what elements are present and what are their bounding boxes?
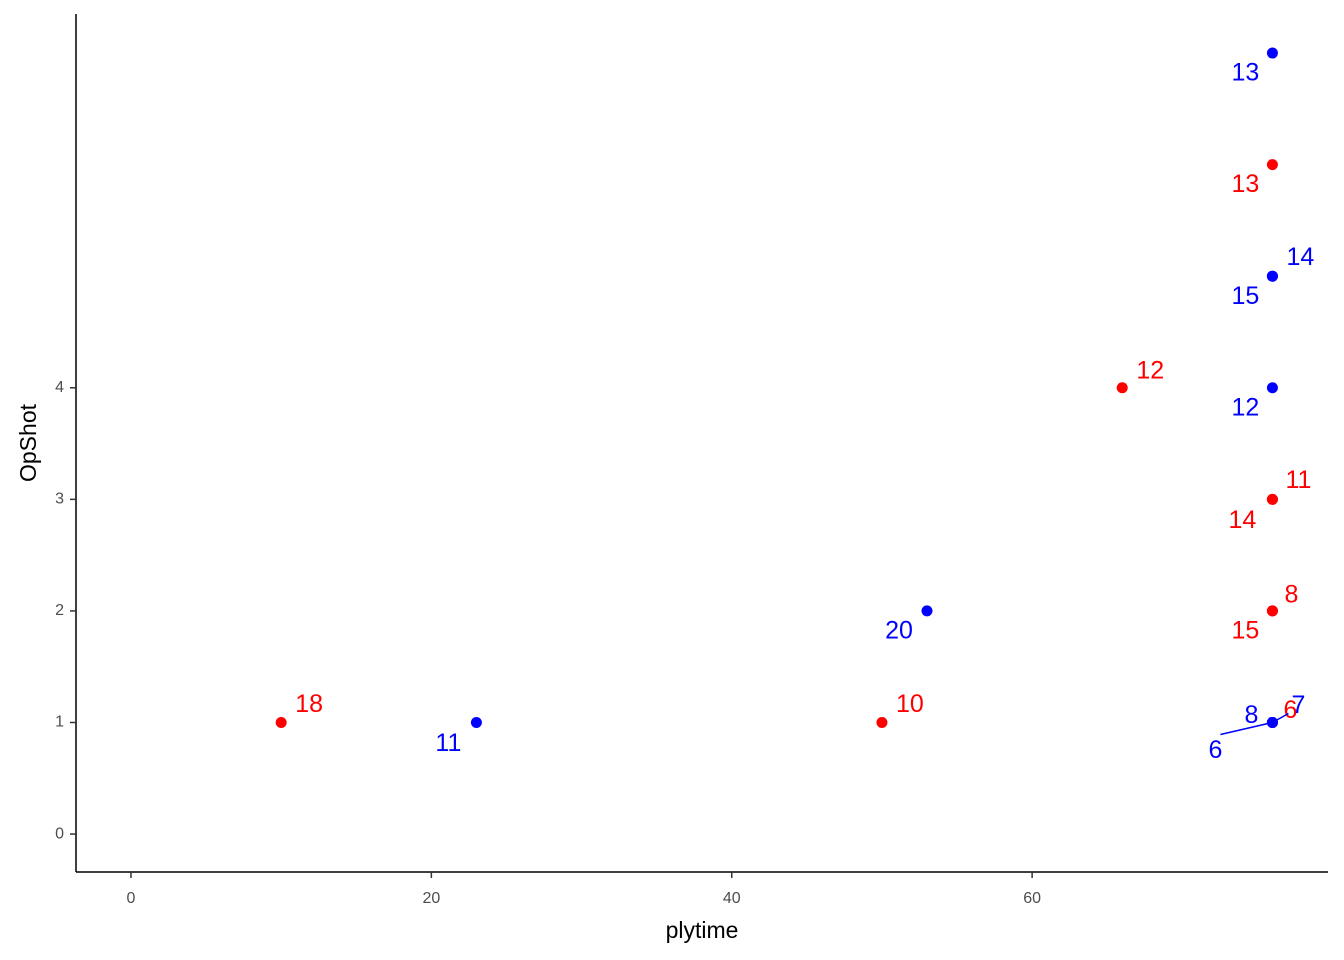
y-tick-label: 2 — [55, 602, 64, 619]
y-tick-label: 1 — [55, 714, 64, 731]
x-tick-label: 60 — [1023, 890, 1041, 907]
point-label: 20 — [885, 617, 913, 645]
point-label: 6 — [1283, 696, 1297, 724]
x-tick-label: 40 — [723, 890, 741, 907]
point — [921, 605, 933, 617]
y-tick-label: 4 — [55, 379, 64, 396]
point — [1266, 382, 1278, 394]
point — [1266, 159, 1278, 171]
y-tick-label: 3 — [55, 491, 64, 508]
point-label: 18 — [295, 690, 323, 718]
point — [1116, 382, 1128, 394]
point-label: 12 — [1136, 356, 1164, 384]
point-label: 10 — [896, 690, 924, 718]
point — [1266, 270, 1278, 282]
point — [1266, 605, 1278, 617]
point-label: 11 — [435, 729, 461, 757]
point — [1266, 716, 1278, 728]
point-label: 12 — [1232, 393, 1260, 421]
point — [1266, 493, 1278, 505]
x-axis-title: plytime — [666, 917, 739, 943]
point — [470, 716, 482, 728]
point — [1266, 47, 1278, 59]
point-label: 8 — [1284, 581, 1298, 609]
x-tick-label: 20 — [422, 890, 440, 907]
point-label: 11 — [1285, 466, 1311, 494]
point-label: 15 — [1232, 617, 1260, 645]
point-label: 14 — [1229, 506, 1257, 534]
point-label: 15 — [1232, 282, 1260, 310]
label-leader — [1220, 721, 1273, 736]
point-label: 13 — [1232, 59, 1260, 87]
point-label: 6 — [1208, 736, 1222, 764]
x-tick-label: 0 — [127, 890, 136, 907]
point — [275, 716, 287, 728]
y-axis-title: OpShot — [15, 403, 41, 482]
point-label: 8 — [1244, 701, 1258, 729]
point-label: 13 — [1232, 170, 1260, 198]
point-label: 7 — [1291, 691, 1305, 719]
point-label: 14 — [1287, 243, 1315, 271]
y-tick-label: 0 — [55, 825, 64, 842]
point — [876, 716, 888, 728]
